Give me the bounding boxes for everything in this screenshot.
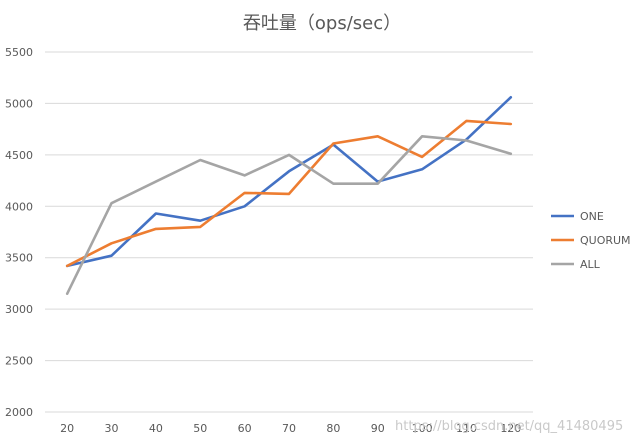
y-tick-label: 4500 — [5, 149, 33, 162]
legend-label-quorum: QUORUM — [580, 234, 631, 247]
x-tick-label: 100 — [412, 422, 433, 435]
x-tick-label: 50 — [193, 422, 207, 435]
x-axis-ticks: 20 30 40 50 60 70 80 90 100 110 120 — [60, 422, 521, 435]
series-line-quorum — [65, 119, 513, 268]
x-tick-label: 120 — [500, 422, 521, 435]
y-tick-label: 5000 — [5, 97, 33, 110]
watermark-text: https://blog.csdn.net/qq_41480495 — [395, 419, 623, 434]
legend-label-one: ONE — [580, 210, 604, 223]
x-tick-label: 20 — [60, 422, 74, 435]
x-tick-label: 60 — [238, 422, 252, 435]
series-line-one — [65, 96, 513, 268]
y-tick-label: 3500 — [5, 252, 33, 265]
y-tick-label: 3000 — [5, 303, 33, 316]
x-tick-label: 40 — [149, 422, 163, 435]
y-tick-label: 4000 — [5, 200, 33, 213]
x-tick-label: 30 — [105, 422, 119, 435]
y-axis-ticks: 2000 2500 3000 3500 4000 4500 5000 5500 — [5, 46, 33, 419]
x-tick-label: 80 — [326, 422, 340, 435]
y-tick-label: 2500 — [5, 355, 33, 368]
series-line-all — [65, 135, 513, 296]
x-tick-label: 110 — [456, 422, 477, 435]
y-tick-label: 2000 — [5, 406, 33, 419]
chart-title: 吞吐量（ops/sec） — [243, 13, 401, 34]
gridlines — [45, 51, 533, 413]
x-tick-label: 70 — [282, 422, 296, 435]
y-tick-label: 5500 — [5, 46, 33, 59]
legend[interactable]: ONE QUORUM ALL — [551, 210, 631, 271]
x-tick-label: 90 — [371, 422, 385, 435]
series-lines — [65, 96, 513, 296]
legend-label-all: ALL — [580, 258, 601, 271]
